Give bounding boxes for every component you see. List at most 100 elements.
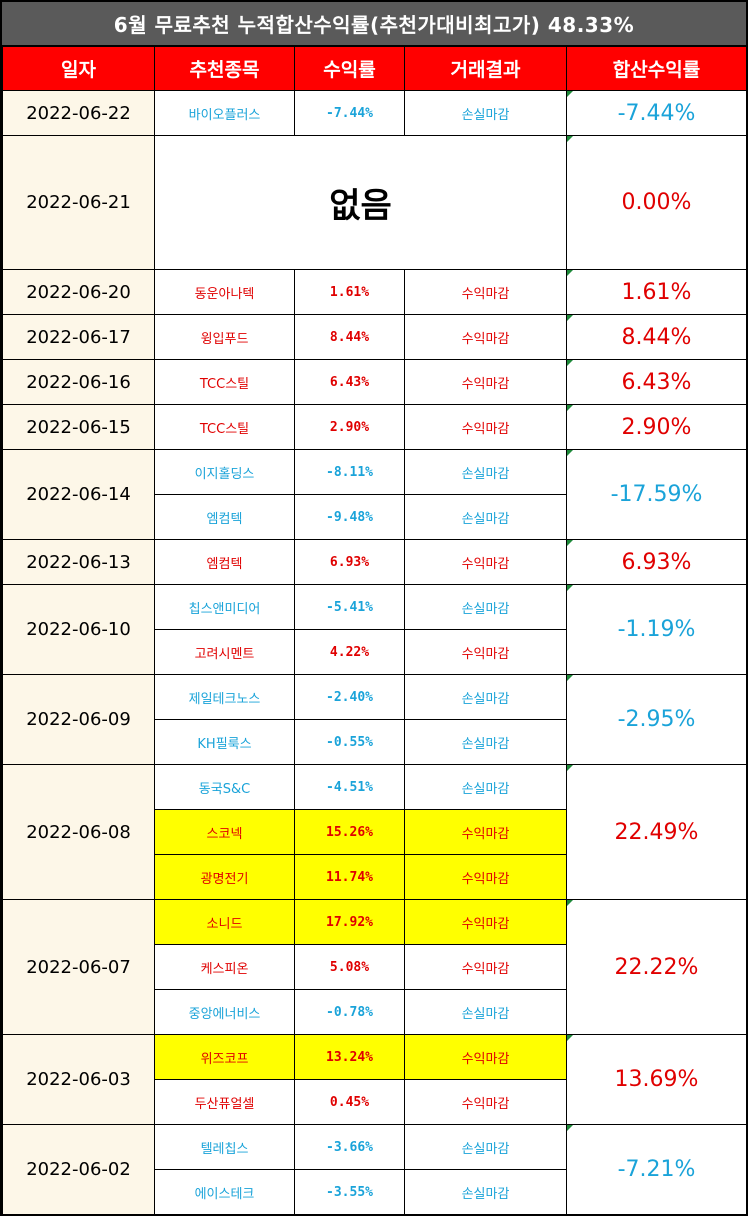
table-row: 2022-06-02 텔레칩스 -3.66% 손실마감 -7.21%	[2, 1124, 747, 1215]
date-cell: 2022-06-09	[2, 674, 155, 765]
table-row: 2022-06-13 엠컴텍 6.93% 수익마감 6.93%	[2, 539, 747, 585]
date-cell: 2022-06-15	[2, 404, 155, 450]
total-return-cell: 22.49%	[566, 764, 747, 900]
date-cell: 2022-06-16	[2, 359, 155, 405]
stock-name-cell: 두산퓨얼셀	[154, 1079, 295, 1125]
trade-result-cell: 수익마감	[404, 854, 567, 900]
table-row: 에이스테크 -3.55% 손실마감	[3, 1169, 747, 1215]
return-rate-cell: -3.55%	[294, 1169, 405, 1215]
header-total: 합산수익률	[566, 46, 747, 91]
header-stock: 추천종목	[154, 46, 295, 91]
trade-result-cell: 손실마감	[404, 584, 567, 630]
table-row: 광명전기 11.74% 수익마감	[3, 854, 747, 900]
stock-name-cell: 케스피온	[154, 944, 295, 990]
table-row: KH필룩스 -0.55% 손실마감	[3, 719, 747, 765]
trade-result-cell: 손실마감	[404, 674, 567, 720]
date-cell: 2022-06-20	[2, 269, 155, 315]
trade-result-cell: 수익마감	[404, 899, 567, 945]
return-rate-cell: 13.24%	[294, 1034, 405, 1080]
date-cell: 2022-06-22	[2, 90, 155, 136]
stock-name-cell: 바이오플러스	[154, 90, 295, 136]
trade-result-cell: 수익마감	[404, 809, 567, 855]
total-return-cell: 2.90%	[566, 404, 747, 450]
date-cell: 2022-06-17	[2, 314, 155, 360]
header-result: 거래결과	[404, 46, 567, 91]
trade-result-cell: 수익마감	[404, 944, 567, 990]
total-return-cell: 1.61%	[566, 269, 747, 315]
total-return-cell: 22.22%	[566, 899, 747, 1035]
return-rate-cell: 6.43%	[294, 359, 405, 405]
total-return-cell: -1.19%	[566, 584, 747, 675]
table-row: 고려시멘트 4.22% 수익마감	[3, 629, 747, 675]
stock-name-cell: 엠컴텍	[154, 539, 295, 585]
sheet-title: 6월 무료추천 누적합산수익률(추천가대비최고가) 48.33%	[2, 2, 746, 46]
table-row: 2022-06-07 소니드 17.92% 수익마감 22.22%	[2, 899, 747, 1035]
table-row: 2022-06-14 이지홀딩스 -8.11% 손실마감 -17.59%	[2, 449, 747, 540]
date-cell: 2022-06-08	[2, 764, 155, 900]
return-rate-cell: 4.22%	[294, 629, 405, 675]
total-return-cell: -2.95%	[566, 674, 747, 765]
return-rate-cell: -0.55%	[294, 719, 405, 765]
total-return-cell: -17.59%	[566, 449, 747, 540]
trade-result-cell: 손실마감	[404, 719, 567, 765]
trade-result-cell: 손실마감	[404, 449, 567, 495]
table-row: 케스피온 5.08% 수익마감	[3, 944, 747, 990]
trade-result-cell: 손실마감	[404, 989, 567, 1035]
table-row: 2022-06-21 없음 0.00%	[2, 135, 747, 270]
trade-result-cell: 손실마감	[404, 1124, 567, 1170]
table-row: 중앙에너비스 -0.78% 손실마감	[3, 989, 747, 1035]
total-return-cell: -7.44%	[566, 90, 747, 136]
table-row: 2022-06-10 칩스앤미디어 -5.41% 손실마감 -1.19%	[2, 584, 747, 675]
stock-name-cell: TCC스틸	[154, 359, 295, 405]
total-return-cell: -7.21%	[566, 1124, 747, 1215]
header-row: 일자 추천종목 수익률 거래결과 합산수익률	[2, 46, 747, 91]
date-cell: 2022-06-02	[2, 1124, 155, 1215]
trade-result-cell: 손실마감	[404, 494, 567, 540]
stock-name-cell: 위즈코프	[154, 1034, 295, 1080]
no-pick-cell: 없음	[154, 135, 567, 270]
stock-name-cell: 텔레칩스	[154, 1124, 295, 1170]
trade-result-cell: 수익마감	[404, 1079, 567, 1125]
table-row: 2022-06-03 위즈코프 13.24% 수익마감 13.69%	[2, 1034, 747, 1125]
trade-result-cell: 수익마감	[404, 1034, 567, 1080]
return-rate-cell: 17.92%	[294, 899, 405, 945]
trade-result-cell: 수익마감	[404, 314, 567, 360]
stock-name-cell: 칩스앤미디어	[154, 584, 295, 630]
trade-result-cell: 손실마감	[404, 1169, 567, 1215]
return-rate-cell: -4.51%	[294, 764, 405, 810]
total-return-cell: 6.43%	[566, 359, 747, 405]
stock-name-cell: 중앙에너비스	[154, 989, 295, 1035]
return-rate-cell: 2.90%	[294, 404, 405, 450]
return-rate-cell: 5.08%	[294, 944, 405, 990]
total-return-cell: 6.93%	[566, 539, 747, 585]
trade-result-cell: 수익마감	[404, 629, 567, 675]
table-row: 두산퓨얼셀 0.45% 수익마감	[3, 1079, 747, 1125]
trade-result-cell: 수익마감	[404, 539, 567, 585]
return-rate-cell: -9.48%	[294, 494, 405, 540]
stock-name-cell: 엠컴텍	[154, 494, 295, 540]
table-row: 2022-06-17 윙입푸드 8.44% 수익마감 8.44%	[2, 314, 747, 360]
return-rate-cell: -8.11%	[294, 449, 405, 495]
date-cell: 2022-06-03	[2, 1034, 155, 1125]
stock-name-cell: 에이스테크	[154, 1169, 295, 1215]
stock-name-cell: 스코넥	[154, 809, 295, 855]
date-cell: 2022-06-10	[2, 584, 155, 675]
returns-table: 일자 추천종목 수익률 거래결과 합산수익률 2022-06-22 바이오플러스 -…	[2, 46, 747, 1215]
date-cell: 2022-06-21	[2, 135, 155, 270]
stock-name-cell: TCC스틸	[154, 404, 295, 450]
return-rate-cell: 8.44%	[294, 314, 405, 360]
table-row: 스코넥 15.26% 수익마감	[3, 809, 747, 855]
stock-name-cell: 고려시멘트	[154, 629, 295, 675]
return-rate-cell: -7.44%	[294, 90, 405, 136]
header-date: 일자	[2, 46, 155, 91]
table-row: 2022-06-22 바이오플러스 -7.44% 손실마감 -7.44%	[2, 90, 747, 136]
trade-result-cell: 수익마감	[404, 404, 567, 450]
table-body: 2022-06-22 바이오플러스 -7.44% 손실마감 -7.44% 2022-06-…	[2, 90, 747, 1215]
table-row: 2022-06-08 동국S&C -4.51% 손실마감 22.49%	[2, 764, 747, 900]
total-return-cell: 8.44%	[566, 314, 747, 360]
trade-result-cell: 손실마감	[404, 764, 567, 810]
date-cell: 2022-06-14	[2, 449, 155, 540]
return-rate-cell: 11.74%	[294, 854, 405, 900]
stock-name-cell: 광명전기	[154, 854, 295, 900]
